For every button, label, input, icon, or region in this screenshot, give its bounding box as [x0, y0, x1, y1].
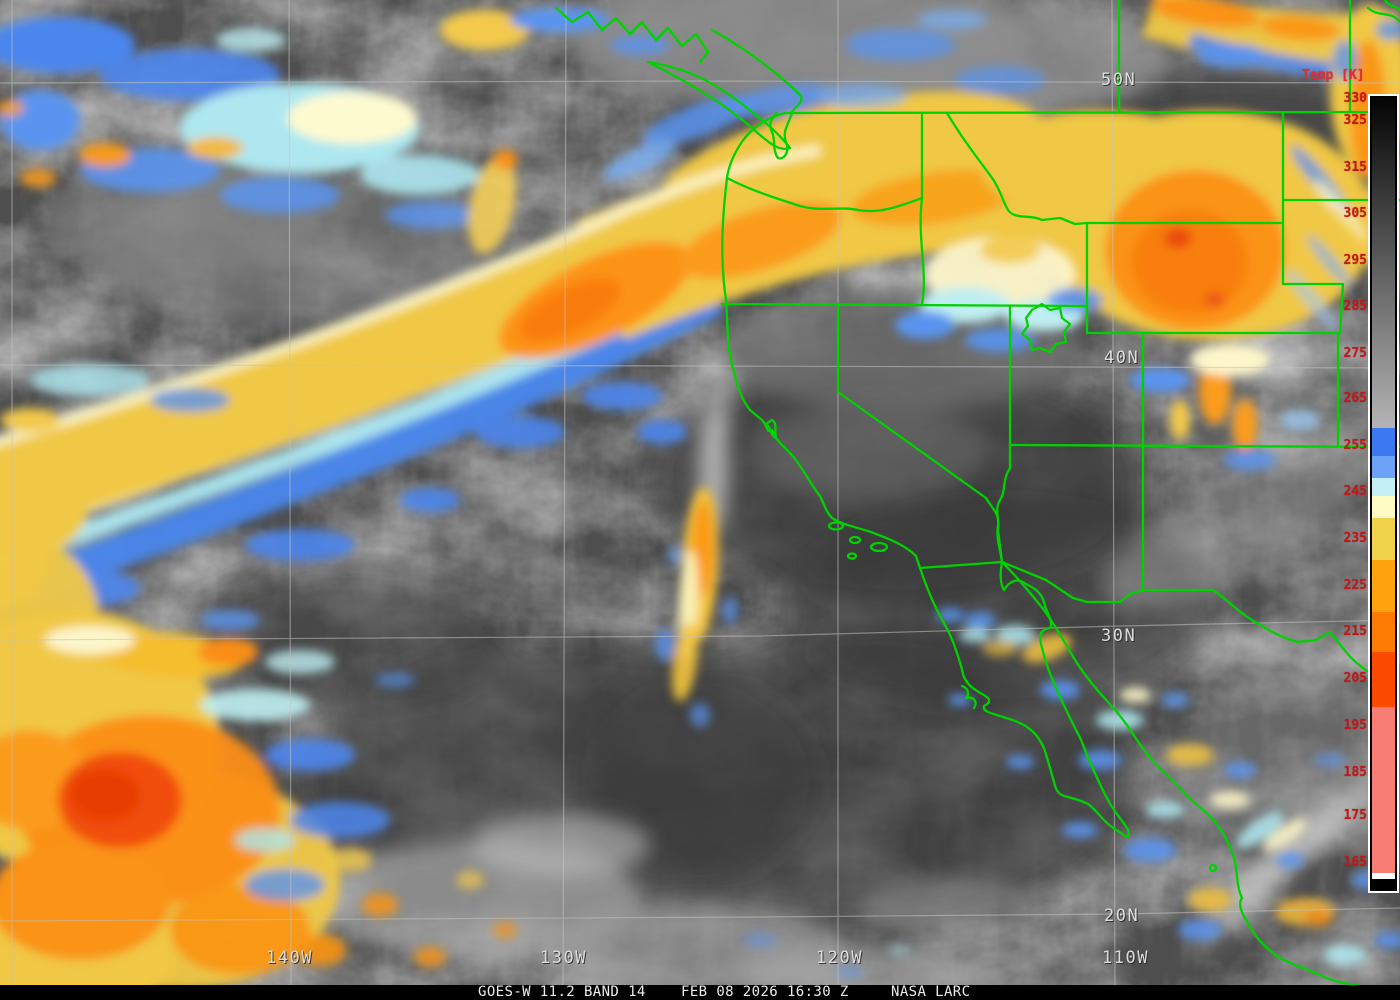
colorbar-tick-185: 185 [1343, 765, 1367, 780]
colorbar-segment-salmon [1372, 707, 1395, 873]
california-coast [721, 176, 922, 570]
colorbar-segment-orange [1372, 560, 1395, 612]
idaho-cloud-pockets [895, 236, 1103, 352]
gridline-130w [562, 0, 567, 1000]
caption-product: GOES-W 11.2 BAND 14 [478, 984, 646, 1000]
colorbar-title: Temp [K] [1302, 68, 1365, 83]
temperature-colorbar-scale [1370, 96, 1397, 891]
colorbar-tick-315: 315 [1343, 160, 1367, 175]
gridline-140w [288, 0, 292, 1000]
gridline-50n [0, 80, 1400, 84]
central-pacific-streak [655, 487, 738, 727]
colorbar-tick-265: 265 [1343, 391, 1367, 406]
graticule-label-40n: 40N [1104, 348, 1140, 368]
temperature-colorbar [1368, 94, 1399, 893]
colorbar-segment-blue [1372, 428, 1395, 456]
washington-oregon-border [725, 176, 924, 213]
us-mexico-border [918, 560, 1399, 690]
graticule-label-20n: 20N [1104, 906, 1140, 926]
colorbar-tick-165: 165 [1343, 855, 1367, 870]
graticule-label-30n: 30N [1101, 626, 1137, 646]
colorbar-segment-yellow [1372, 518, 1395, 560]
colorbar-tick-215: 215 [1343, 624, 1367, 639]
channel-island [848, 535, 862, 545]
graticule-label-110w: 110W [1102, 948, 1149, 968]
vizcaino-lagoons [960, 684, 977, 710]
gulf-island [1208, 863, 1218, 873]
washington-coast [725, 111, 787, 180]
gridline-40n [0, 364, 1400, 369]
manitoba-lakes [1366, 0, 1400, 24]
nevada-arizona-border [996, 443, 1012, 564]
puget-sound [769, 111, 794, 160]
colorbar-segment-cream [1372, 496, 1395, 518]
colorbar-tick-175: 175 [1343, 808, 1367, 823]
san-francisco-bay [764, 418, 778, 440]
channel-island [827, 521, 845, 531]
colorbar-tick-285: 285 [1343, 299, 1367, 314]
colorbar-tick-295: 295 [1343, 253, 1367, 268]
channel-island [869, 541, 889, 553]
colorbar-segment-grayscale-warm [1372, 98, 1395, 428]
top-left-cloud-field [0, 8, 670, 432]
graticule-label-140w: 140W [266, 948, 313, 968]
thirty-seventh-parallel-border [1008, 443, 1400, 449]
colorbar-tick-275: 275 [1343, 346, 1367, 361]
colorbar-tick-195: 195 [1343, 718, 1367, 733]
british-columbia-inlets [554, 6, 710, 64]
colorbar-segment-white [1372, 873, 1395, 879]
forty-second-parallel-border [720, 302, 1089, 308]
map-boundaries-overlay [554, 0, 1400, 988]
gridline-110w [1111, 0, 1116, 1000]
colorbar-tick-255: 255 [1343, 438, 1367, 453]
mexico-speckle-field [744, 608, 1400, 978]
yellowstone-boundary [1020, 302, 1072, 354]
vancouver-island [646, 60, 792, 151]
gridline-30n [0, 619, 1400, 641]
colorbar-segment-light-blue [1372, 456, 1395, 478]
colorbar-tick-205: 205 [1343, 671, 1367, 686]
caption-datetime: FEB 08 2026 16:30 Z [681, 984, 849, 1000]
colorbar-tick-330: 330 [1343, 91, 1367, 106]
colorbar-tick-235: 235 [1343, 531, 1367, 546]
colorbar-segment-dark-orange [1372, 612, 1395, 652]
mexico-mainland-coast [1000, 560, 1362, 988]
caption-bar: GOES-W 11.2 BAND 14 FEB 08 2026 16:30 Z NA… [0, 985, 1400, 1000]
bottom-left-storm-mass [0, 535, 517, 1000]
bc-mainland-coast [710, 28, 803, 115]
idaho-montana-border [945, 111, 1089, 226]
graticule-label-50n: 50N [1101, 70, 1137, 90]
colorbar-segment-pale-cyan [1372, 478, 1395, 496]
wyoming-nebraska-border [1338, 282, 1345, 335]
gridline-20n [0, 907, 1400, 922]
graticule-label-130w: 130W [540, 948, 587, 968]
colorbar-tick-325: 325 [1343, 113, 1367, 128]
colorbar-segment-red-orange [1372, 652, 1395, 707]
colorbar-segment-black-cold [1372, 879, 1395, 889]
graticule-label-120w: 120W [816, 948, 863, 968]
colorbar-tick-305: 305 [1343, 206, 1367, 221]
colorbar-tick-245: 245 [1343, 484, 1367, 499]
baja-california-peninsula [918, 560, 1130, 838]
colorbar-tick-225: 225 [1343, 578, 1367, 593]
oregon-idaho-border [919, 196, 925, 306]
channel-island [846, 552, 858, 560]
caption-credit: NASA LARC [891, 984, 971, 1000]
us-canada-border [783, 110, 1399, 115]
